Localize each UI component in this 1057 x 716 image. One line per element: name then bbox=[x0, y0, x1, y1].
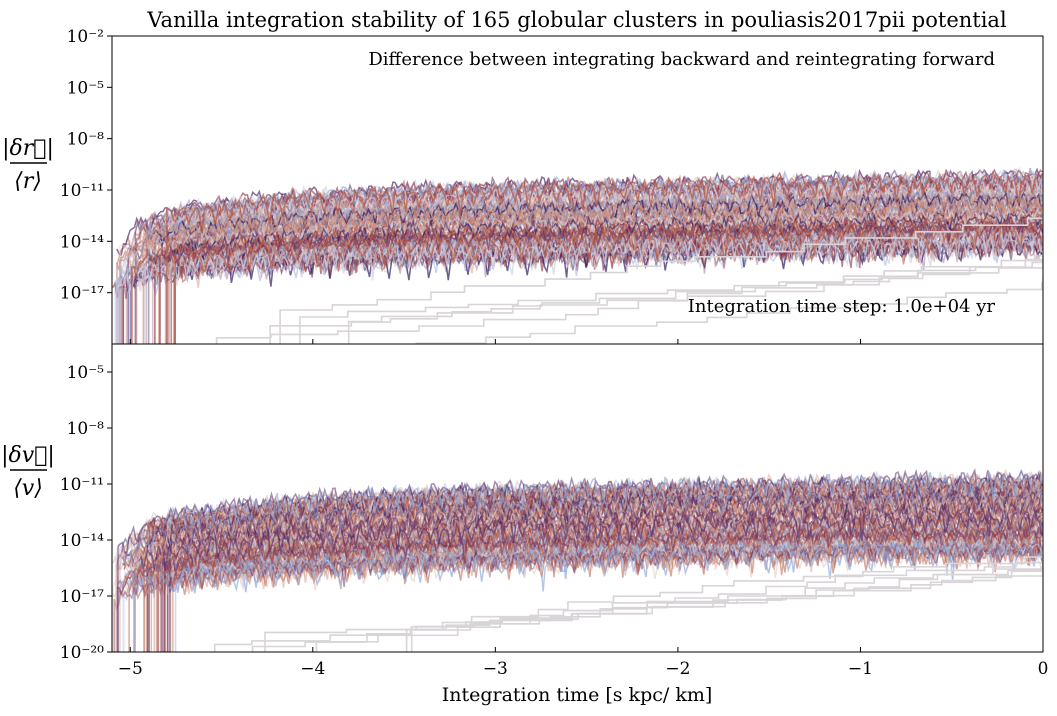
series-line bbox=[169, 498, 1043, 652]
velocity-panel-lines bbox=[112, 467, 1043, 652]
series-line bbox=[347, 259, 1043, 344]
ytick-label: 10⁻¹⁴ bbox=[60, 531, 104, 551]
velocity-ylabel-denominator: ⟨v⟩ bbox=[13, 476, 43, 501]
series-line bbox=[121, 485, 1043, 564]
series-line bbox=[299, 253, 1043, 344]
position-panel-axis: 10⁻² 10⁻⁵ 10⁻⁸ 10⁻¹¹ 10⁻¹⁴ 10⁻¹⁷ bbox=[60, 27, 1044, 344]
series-line bbox=[159, 219, 1043, 344]
series-line bbox=[124, 517, 1043, 582]
xtick-label: −5 bbox=[118, 659, 143, 679]
ytick-label: 10⁻⁵ bbox=[67, 363, 105, 383]
series-line bbox=[144, 203, 1042, 344]
series-line bbox=[115, 196, 1042, 271]
series-line bbox=[264, 570, 1043, 652]
ytick-label: 10⁻¹⁷ bbox=[60, 284, 104, 304]
series-line bbox=[215, 261, 1043, 344]
xtick-label: −2 bbox=[665, 659, 690, 679]
series-line bbox=[166, 172, 1042, 344]
series-line bbox=[279, 214, 1043, 344]
series-line bbox=[269, 252, 1043, 344]
series-line bbox=[131, 214, 1042, 344]
series-line bbox=[115, 230, 1043, 344]
series-line bbox=[113, 235, 1043, 300]
series-line bbox=[154, 511, 1043, 652]
x-axis-label: Integration time [s kpc/ km] bbox=[442, 684, 713, 706]
velocity-ylabel: |δv⃗| ⟨v⟩ bbox=[1, 443, 55, 501]
series-line bbox=[143, 189, 1043, 248]
ytick-label: 10⁻¹¹ bbox=[60, 181, 104, 201]
ytick-label: 10⁻⁵ bbox=[67, 78, 105, 98]
xtick-label: −3 bbox=[483, 659, 508, 679]
xtick-label: −4 bbox=[300, 659, 325, 679]
series-line bbox=[166, 168, 1043, 233]
velocity-panel-axis: 10⁻⁵ 10⁻⁸ 10⁻¹¹ 10⁻¹⁴ 10⁻¹⁷ 10⁻²⁰ bbox=[60, 363, 1044, 663]
series-line bbox=[112, 481, 1043, 570]
series-line bbox=[144, 204, 1043, 263]
series-line bbox=[142, 522, 1043, 578]
velocity-panel-frame bbox=[111, 343, 1044, 653]
position-ylabel-numerator: |δr⃗| bbox=[2, 136, 54, 161]
ytick-label: 10⁻⁸ bbox=[67, 130, 105, 150]
ytick-label: 10⁻⁸ bbox=[67, 419, 105, 439]
chart-title: Vanilla integration stability of 165 glo… bbox=[146, 8, 1007, 32]
series-line bbox=[149, 485, 1043, 551]
series-line bbox=[145, 188, 1043, 245]
xtick-label: −1 bbox=[848, 659, 873, 679]
series-line bbox=[121, 492, 1043, 569]
xtick-label: 0 bbox=[1038, 659, 1049, 679]
series-line bbox=[174, 221, 1043, 344]
position-ylabel: |δr⃗| ⟨r⟩ bbox=[2, 136, 54, 194]
series-line bbox=[148, 487, 1043, 557]
x-axis: −5 −4 −3 −2 −1 0 bbox=[118, 659, 1049, 679]
series-line bbox=[160, 492, 1043, 563]
annotation-timestep: Integration time step: 1.0e+04 yr bbox=[688, 296, 996, 317]
ytick-label: 10⁻¹¹ bbox=[60, 475, 104, 495]
series-line bbox=[119, 470, 1043, 652]
series-line bbox=[170, 198, 1042, 344]
series-line bbox=[315, 562, 1043, 652]
series-line bbox=[150, 222, 1042, 277]
series-line bbox=[410, 550, 1043, 652]
series-line bbox=[161, 542, 1043, 594]
ytick-label: 10⁻²⁰ bbox=[60, 643, 104, 663]
series-line bbox=[214, 558, 1043, 652]
ytick-label: 10⁻² bbox=[67, 27, 104, 47]
position-ylabel-denominator: ⟨r⟩ bbox=[14, 169, 42, 194]
position-panel-lines bbox=[112, 166, 1043, 344]
series-line bbox=[138, 508, 1043, 571]
ytick-label: 10⁻¹⁴ bbox=[60, 232, 104, 252]
ytick-label: 10⁻¹⁷ bbox=[60, 587, 104, 607]
series-line bbox=[142, 187, 1042, 344]
series-line bbox=[415, 278, 1043, 344]
series-line bbox=[117, 528, 1043, 652]
series-line bbox=[164, 525, 1042, 652]
velocity-ylabel-numerator: |δv⃗| bbox=[1, 443, 55, 468]
annotation-method: Difference between integrating backward … bbox=[368, 49, 995, 70]
series-line bbox=[122, 523, 1042, 594]
